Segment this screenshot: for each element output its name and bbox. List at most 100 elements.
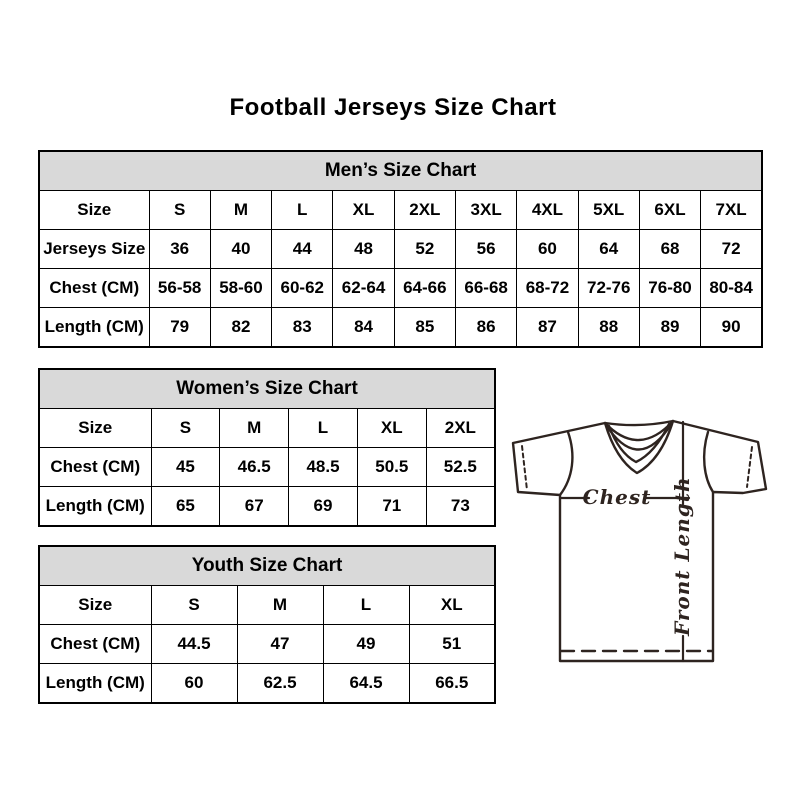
table-cell: 64 bbox=[577, 229, 640, 269]
table-cell: 2XL bbox=[393, 190, 456, 230]
jersey-right-armhole-seam bbox=[702, 430, 715, 494]
table-header-row: Men’s Size Chart bbox=[38, 150, 763, 191]
table-cell: 69 bbox=[288, 486, 358, 526]
table-row: Size S M L XL 2XL 3XL 4XL 5XL 6XL 7XL bbox=[38, 190, 763, 230]
table-cell: 40 bbox=[209, 229, 273, 269]
table-cell: 73 bbox=[425, 486, 496, 526]
table-cell: 82 bbox=[209, 307, 273, 347]
front-length-label: Front Length bbox=[670, 476, 694, 637]
jersey-body-outline bbox=[511, 419, 768, 663]
table-cell: 79 bbox=[148, 307, 211, 347]
table-cell: 76-80 bbox=[638, 268, 702, 308]
table-section-title: Women’s Size Chart bbox=[38, 368, 496, 409]
table-cell: XL bbox=[356, 408, 427, 448]
row-label: Size bbox=[38, 190, 150, 230]
table-cell: 65 bbox=[150, 486, 221, 526]
table-cell: 49 bbox=[322, 624, 410, 664]
table-row: Chest (CM) 44.5 47 49 51 bbox=[38, 624, 496, 664]
table-cell: XL bbox=[408, 585, 496, 625]
table-cell: M bbox=[219, 408, 290, 448]
table-header-row: Youth Size Chart bbox=[38, 545, 496, 586]
table-section-title: Men’s Size Chart bbox=[38, 150, 763, 191]
table-cell: 6XL bbox=[638, 190, 702, 230]
table-cell: 56-58 bbox=[148, 268, 211, 308]
table-cell: 46.5 bbox=[219, 447, 290, 487]
youth-size-table: Youth Size Chart Size S M L XL Chest (CM) 44.5 4… bbox=[38, 545, 496, 704]
row-label: Length (CM) bbox=[38, 663, 152, 703]
table-cell: 90 bbox=[700, 307, 763, 347]
table-cell: 68 bbox=[638, 229, 702, 269]
table-cell: 5XL bbox=[577, 190, 640, 230]
table-cell: 71 bbox=[356, 486, 427, 526]
table-cell: 60 bbox=[516, 229, 579, 269]
row-label: Chest (CM) bbox=[38, 624, 152, 664]
jersey-vneck-inner bbox=[607, 422, 671, 464]
table-section-title: Youth Size Chart bbox=[38, 545, 496, 586]
table-row: Chest (CM) 56-58 58-60 60-62 62-64 64-66 66-68… bbox=[38, 268, 763, 308]
table-cell: 66-68 bbox=[454, 268, 518, 308]
table-cell: 36 bbox=[148, 229, 211, 269]
table-row: Length (CM) 79 82 83 84 85 86 87 88 89 90 bbox=[38, 307, 763, 347]
table-cell: 7XL bbox=[700, 190, 763, 230]
table-row: Length (CM) 60 62.5 64.5 66.5 bbox=[38, 663, 496, 703]
jersey-vneck-outer bbox=[603, 419, 675, 475]
table-cell: L bbox=[322, 585, 410, 625]
table-cell: 67 bbox=[219, 486, 290, 526]
table-cell: 4XL bbox=[516, 190, 579, 230]
jersey-left-cuff-stitch bbox=[521, 445, 528, 491]
jersey-measurement-diagram: Chest Front Length bbox=[505, 415, 770, 667]
table-cell: 88 bbox=[577, 307, 640, 347]
table-cell: 45 bbox=[150, 447, 221, 487]
table-cell: 62.5 bbox=[236, 663, 324, 703]
table-cell: 80-84 bbox=[700, 268, 763, 308]
table-header-row: Women’s Size Chart bbox=[38, 368, 496, 409]
table-cell: L bbox=[288, 408, 358, 448]
table-cell: 62-64 bbox=[332, 268, 395, 308]
mens-size-table: Men’s Size Chart Size S M L XL 2XL 3XL 4XL 5XL 6XL… bbox=[38, 150, 763, 348]
table-cell: S bbox=[150, 585, 238, 625]
row-label: Length (CM) bbox=[38, 486, 152, 526]
table-row: Length (CM) 65 67 69 71 73 bbox=[38, 486, 496, 526]
jersey-left-armhole-seam bbox=[558, 430, 574, 497]
table-cell: 85 bbox=[393, 307, 456, 347]
table-cell: 58-60 bbox=[209, 268, 273, 308]
table-cell: 84 bbox=[332, 307, 395, 347]
table-cell: 44.5 bbox=[150, 624, 238, 664]
table-cell: 68-72 bbox=[516, 268, 579, 308]
table-cell: 44 bbox=[271, 229, 334, 269]
table-cell: 56 bbox=[454, 229, 518, 269]
table-cell: 86 bbox=[454, 307, 518, 347]
table-cell: 64-66 bbox=[393, 268, 456, 308]
table-cell: 2XL bbox=[425, 408, 496, 448]
row-label: Chest (CM) bbox=[38, 447, 152, 487]
table-cell: 47 bbox=[236, 624, 324, 664]
table-cell: L bbox=[271, 190, 334, 230]
jersey-right-cuff-stitch bbox=[746, 446, 753, 488]
table-cell: 3XL bbox=[454, 190, 518, 230]
table-cell: 52.5 bbox=[425, 447, 496, 487]
table-cell: S bbox=[148, 190, 211, 230]
table-cell: 60 bbox=[150, 663, 238, 703]
womens-size-table: Women’s Size Chart Size S M L XL 2XL Chest (CM)… bbox=[38, 368, 496, 527]
table-cell: 72-76 bbox=[577, 268, 640, 308]
jersey-outline-svg: Chest Front Length bbox=[511, 419, 768, 663]
table-cell: 64.5 bbox=[322, 663, 410, 703]
table-cell: 48.5 bbox=[288, 447, 358, 487]
table-cell: M bbox=[209, 190, 273, 230]
table-row: Size S M L XL 2XL bbox=[38, 408, 496, 448]
row-label: Chest (CM) bbox=[38, 268, 150, 308]
chest-label: Chest bbox=[583, 485, 652, 509]
row-label: Size bbox=[38, 585, 152, 625]
row-label: Size bbox=[38, 408, 152, 448]
table-cell: 50.5 bbox=[356, 447, 427, 487]
page-title: Football Jerseys Size Chart bbox=[229, 94, 557, 121]
table-cell: 87 bbox=[516, 307, 579, 347]
row-label: Length (CM) bbox=[38, 307, 150, 347]
table-cell: 51 bbox=[408, 624, 496, 664]
table-cell: 72 bbox=[700, 229, 763, 269]
table-cell: 52 bbox=[393, 229, 456, 269]
table-row: Size S M L XL bbox=[38, 585, 496, 625]
row-label: Jerseys Size bbox=[38, 229, 150, 269]
table-cell: S bbox=[150, 408, 221, 448]
